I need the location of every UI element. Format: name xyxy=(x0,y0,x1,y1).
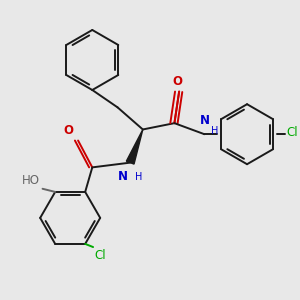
Text: HO: HO xyxy=(22,174,40,187)
Text: O: O xyxy=(63,124,73,137)
Text: Cl: Cl xyxy=(286,126,298,139)
Text: N: N xyxy=(200,114,209,127)
Polygon shape xyxy=(126,130,143,164)
Text: H: H xyxy=(211,126,218,136)
Text: O: O xyxy=(172,75,183,88)
Text: H: H xyxy=(135,172,142,182)
Text: Cl: Cl xyxy=(95,249,106,262)
Text: N: N xyxy=(118,169,128,183)
